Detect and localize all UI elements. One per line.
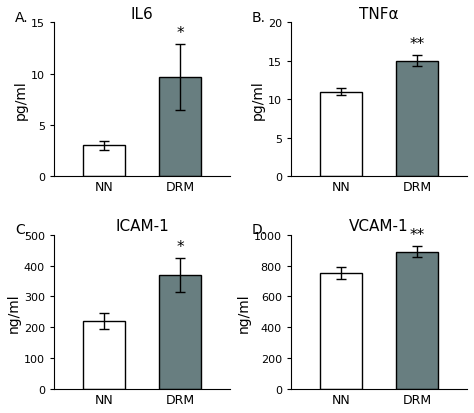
Text: *: * xyxy=(176,240,184,254)
Text: **: ** xyxy=(410,228,425,243)
Y-axis label: ng/ml: ng/ml xyxy=(7,292,21,332)
Text: C.: C. xyxy=(15,223,29,237)
Bar xyxy=(319,273,362,389)
Title: ICAM-1: ICAM-1 xyxy=(115,219,169,234)
Bar xyxy=(159,77,201,177)
Bar xyxy=(396,252,438,389)
Text: D.: D. xyxy=(252,223,267,237)
Title: IL6: IL6 xyxy=(131,7,154,22)
Bar xyxy=(319,92,362,177)
Bar xyxy=(82,146,125,177)
Bar xyxy=(159,275,201,389)
Y-axis label: pg/ml: pg/ml xyxy=(14,80,28,120)
Bar xyxy=(396,62,438,177)
Text: A.: A. xyxy=(15,11,29,25)
Title: VCAM-1: VCAM-1 xyxy=(349,219,409,234)
Text: **: ** xyxy=(410,37,425,52)
Title: TNFα: TNFα xyxy=(359,7,399,22)
Text: *: * xyxy=(176,26,184,41)
Y-axis label: ng/ml: ng/ml xyxy=(237,292,251,332)
Text: B.: B. xyxy=(252,11,266,25)
Y-axis label: pg/ml: pg/ml xyxy=(251,80,265,120)
Bar xyxy=(82,321,125,389)
